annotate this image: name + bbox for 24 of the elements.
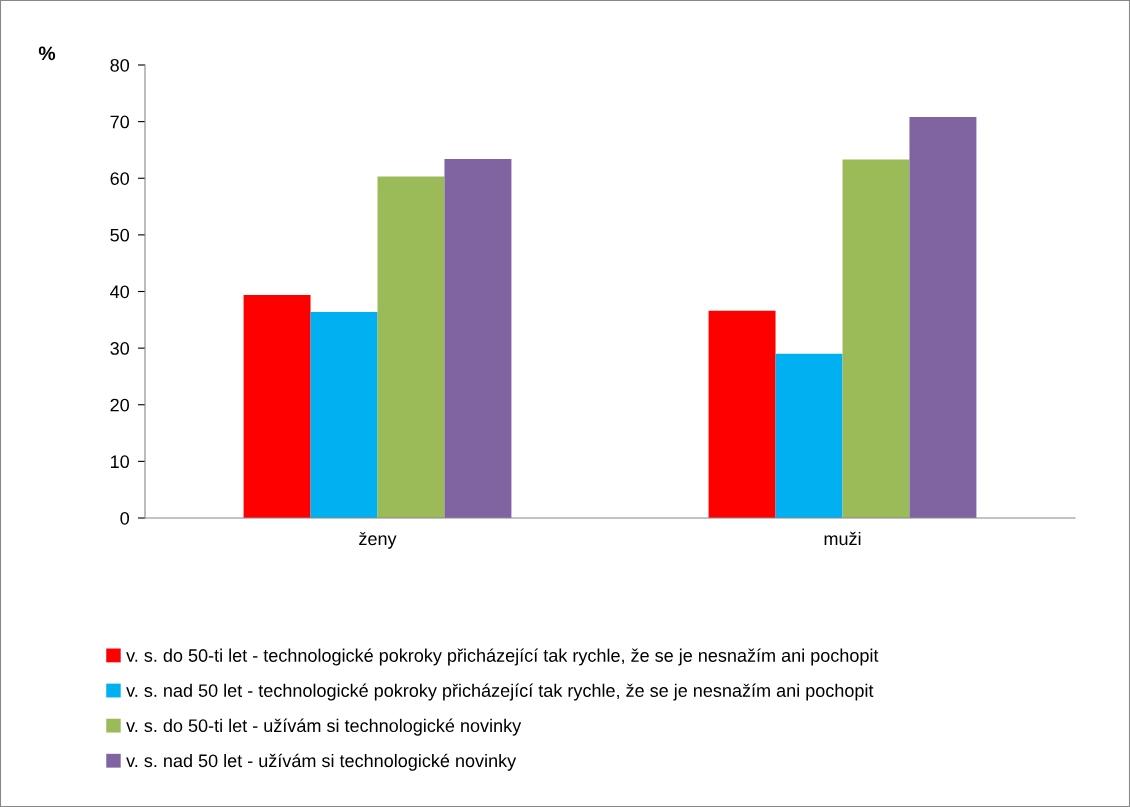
legend-label: v. s. nad 50 let - užívám si technologické novinky (126, 753, 517, 771)
legend-label: v. s. do 50-ti let - užívám si technologické novinky (126, 718, 522, 736)
legend-label: v. s. nad 50 let - technologické pokroky přicházející tak rychle, že se je nesnažím ani pochopit (126, 683, 874, 701)
legend-label: v. s. do 50-ti let - technologické pokroky přicházející tak rychle, že se je nesnažím ani pochopit (126, 648, 879, 666)
bar (377, 176, 445, 518)
bar (243, 294, 311, 518)
bar (775, 353, 843, 518)
y-tick-label: 50 (110, 228, 130, 242)
y-tick-label: 0 (120, 511, 130, 525)
y-tick-label: 80 (110, 58, 130, 72)
bar (842, 159, 910, 518)
y-tick-label: 30 (110, 342, 130, 355)
y-axis-title: % (38, 46, 56, 61)
bar (909, 117, 977, 518)
bar (708, 310, 776, 518)
x-tick-label: muži (824, 531, 861, 546)
y-tick-label: 60 (110, 172, 130, 185)
y-tick-label: 70 (110, 115, 130, 129)
bar (310, 311, 378, 518)
y-tick-label: 10 (111, 455, 130, 469)
bar (444, 159, 512, 518)
y-tick-label: 20 (110, 398, 130, 412)
x-tick-label: ženy (359, 531, 397, 549)
y-tick-label: 40 (110, 285, 130, 299)
